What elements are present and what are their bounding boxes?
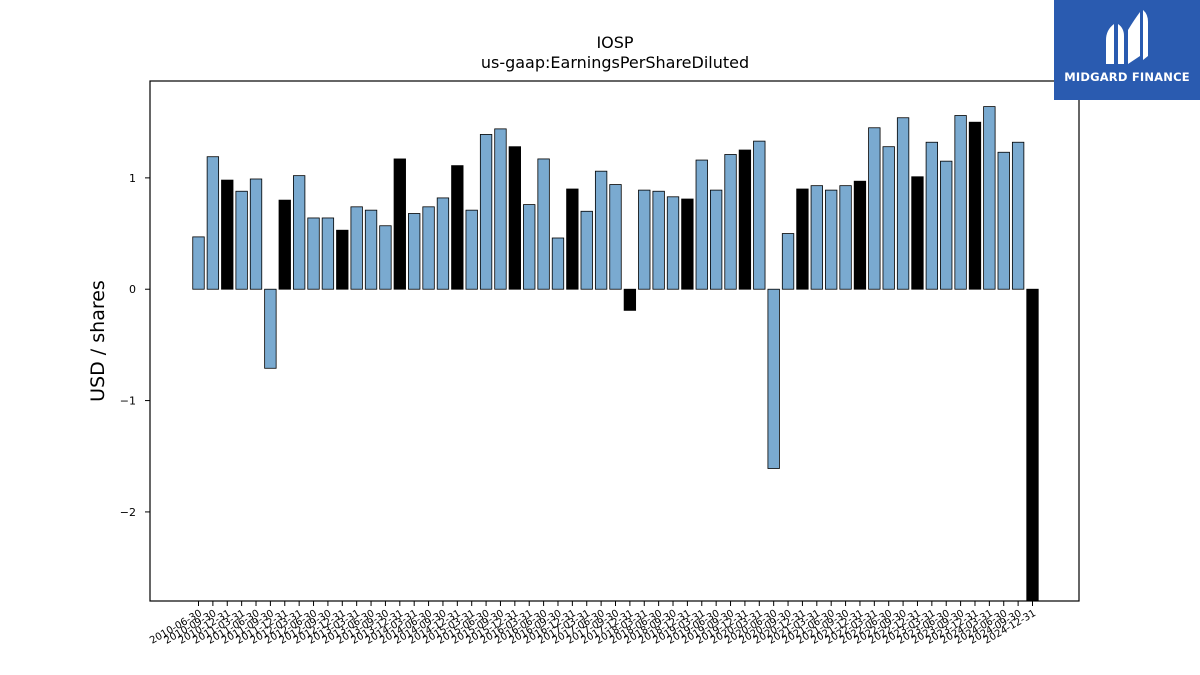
bar-2017-09-30 xyxy=(609,184,622,290)
brand-logo: MIDGARD FINANCE xyxy=(1054,0,1200,100)
bar-2023-09-30 xyxy=(954,115,967,290)
bar-2011-03-31 xyxy=(235,190,248,290)
y-ticks: 1 0 −1 −2 xyxy=(120,172,150,519)
bar-2022-09-30 xyxy=(896,117,910,290)
bar-2024-12-31 xyxy=(1026,288,1039,602)
bar-2020-09-30 xyxy=(781,233,795,290)
bar-2018-03-31 xyxy=(638,189,651,290)
bar-2018-12-31 xyxy=(681,198,694,290)
bar-2022-03-31 xyxy=(868,127,881,290)
bar-2024-03-31 xyxy=(983,106,996,290)
bar-2010-06-30 xyxy=(192,236,205,290)
y-tick-label: 0 xyxy=(129,283,136,296)
bar-2019-06-30 xyxy=(710,189,723,290)
bar-2010-12-31 xyxy=(221,179,234,290)
bars-group xyxy=(192,106,1039,602)
bar-2014-12-31 xyxy=(451,165,464,290)
bar-2021-03-31 xyxy=(810,185,823,290)
bar-2010-09-30 xyxy=(206,156,220,290)
bar-2011-09-30 xyxy=(264,288,277,369)
bar-2018-06-30 xyxy=(652,190,665,290)
bar-2019-03-31 xyxy=(695,159,708,290)
bar-2013-09-30 xyxy=(379,225,392,290)
bar-2014-03-31 xyxy=(408,213,421,290)
plot-frame xyxy=(149,80,1080,602)
bar-2020-03-31 xyxy=(753,140,766,290)
bar-2016-12-31 xyxy=(566,188,579,290)
bar-2016-09-30 xyxy=(551,237,565,290)
bar-2023-03-31 xyxy=(925,141,938,290)
brand-name: MIDGARD FINANCE xyxy=(1064,70,1190,84)
midgard-logo-icon xyxy=(1106,10,1148,64)
bar-2023-12-31 xyxy=(968,121,982,290)
bar-2011-12-31 xyxy=(278,199,291,290)
bar-2020-06-30 xyxy=(767,288,780,469)
bar-2017-06-30 xyxy=(594,170,608,290)
chart-subtitle: us-gaap:EarningsPerShareDiluted xyxy=(481,53,749,72)
bar-2017-03-31 xyxy=(580,210,593,290)
y-tick-label: −1 xyxy=(120,395,136,408)
bar-2021-06-30 xyxy=(825,189,838,290)
bar-2012-03-31 xyxy=(292,175,306,290)
bar-2012-12-31 xyxy=(336,229,349,290)
y-tick-label: −2 xyxy=(120,506,136,519)
bar-2020-12-31 xyxy=(796,188,809,290)
bar-2016-03-31 xyxy=(523,204,536,290)
y-axis-label: USD / shares xyxy=(87,280,109,402)
bar-2014-06-30 xyxy=(422,206,435,290)
bar-2013-12-31 xyxy=(393,158,406,290)
bar-2015-09-30 xyxy=(494,128,507,290)
bar-2018-09-30 xyxy=(666,196,680,290)
bar-2011-06-30 xyxy=(249,178,263,290)
bar-2021-12-31 xyxy=(853,180,867,290)
bar-2015-03-31 xyxy=(465,209,478,290)
bar-2012-09-30 xyxy=(321,217,335,290)
bar-2013-06-30 xyxy=(364,209,378,290)
bar-2012-06-30 xyxy=(307,217,320,290)
bar-2019-09-30 xyxy=(724,154,737,290)
bar-2024-06-30 xyxy=(997,151,1010,290)
bar-2019-12-31 xyxy=(738,149,752,290)
chart-title: IOSP xyxy=(596,33,633,52)
bar-2023-06-30 xyxy=(940,160,953,290)
bar-2022-06-30 xyxy=(882,146,895,290)
x-ticks: 2010-06-302010-09-302010-12-312011-03-31… xyxy=(148,601,1038,647)
bar-2021-09-30 xyxy=(839,185,852,290)
bar-2015-06-30 xyxy=(479,134,493,290)
bar-2013-03-31 xyxy=(350,206,363,290)
bar-2022-12-31 xyxy=(911,176,924,290)
y-tick-label: 1 xyxy=(129,172,136,185)
bar-2017-12-31 xyxy=(623,288,637,311)
bar-2015-12-31 xyxy=(508,146,521,290)
bar-2014-09-30 xyxy=(436,197,450,290)
bar-2016-06-30 xyxy=(537,158,550,290)
bar-2024-09-30 xyxy=(1011,141,1025,290)
